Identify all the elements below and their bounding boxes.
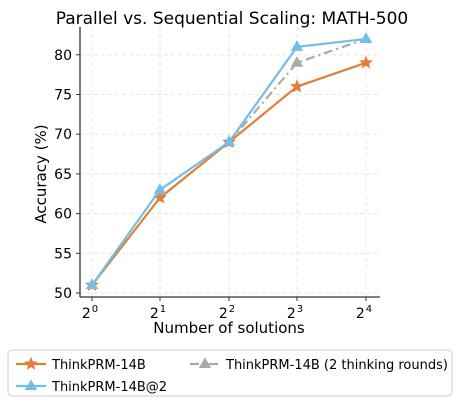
data-point-thinkprm-14b-2-4 (359, 32, 373, 43)
x-tick-label-4: 24 (356, 304, 372, 322)
legend-marker-thinkprm-14b (24, 356, 38, 370)
x-tick-label-2: 22 (219, 304, 235, 322)
y-tick-label-80: 80 (54, 48, 72, 64)
data-point-thinkprm-14b-2-thinking-rounds-3 (290, 56, 304, 67)
y-tick-label-55: 55 (54, 246, 72, 262)
y-tick-label-60: 60 (54, 207, 72, 223)
y-tick-label-75: 75 (54, 88, 72, 104)
legend-frame (7, 349, 453, 397)
legend: ThinkPRM-14B ThinkPRM-14B@2 ThinkPRM-14B (… (7, 349, 453, 397)
y-axis-label: Accuracy (%) (32, 124, 50, 223)
legend-marker-thinkprm-14b-2-thinking-rounds (198, 357, 212, 369)
chart-title: Parallel vs. Sequential Scaling: MATH-50… (56, 9, 408, 29)
y-tick-label-50: 50 (54, 286, 72, 302)
series-line-thinkprm-14b-2-thinking-rounds (228, 37, 367, 143)
data-point-thinkprm-14b-2-3 (290, 40, 304, 51)
legend-label-thinkprm-14b-2: ThinkPRM-14B@2 (51, 380, 167, 395)
data-point-thinkprm-14b-4 (359, 55, 373, 69)
axes-layer: 50 55 60 65 70 75 80 20 21 22 23 24 (54, 27, 380, 322)
data-point-thinkprm-14b-3 (290, 79, 304, 93)
x-tick-label-3: 23 (287, 304, 303, 322)
x-tick-label-1: 21 (150, 304, 166, 322)
data-point-thinkprm-14b-2-0 (85, 278, 99, 290)
legend-label-thinkprm-14b-2-thinking-rounds: ThinkPRM-14B (2 thinking rounds) (225, 358, 448, 373)
series-layer (85, 32, 373, 292)
legend-label-thinkprm-14b: ThinkPRM-14B (51, 358, 146, 373)
data-point-thinkprm-14b-2-2 (222, 135, 236, 147)
legend-marker-thinkprm-14b-2 (24, 379, 38, 391)
y-tick-label-65: 65 (54, 167, 72, 183)
data-point-thinkprm-14b-2-1 (153, 183, 167, 194)
x-axis-label: Number of solutions (153, 319, 305, 337)
x-tick-label-0: 20 (82, 304, 98, 322)
y-tick-label-70: 70 (54, 127, 72, 143)
grid-layer (80, 27, 380, 297)
